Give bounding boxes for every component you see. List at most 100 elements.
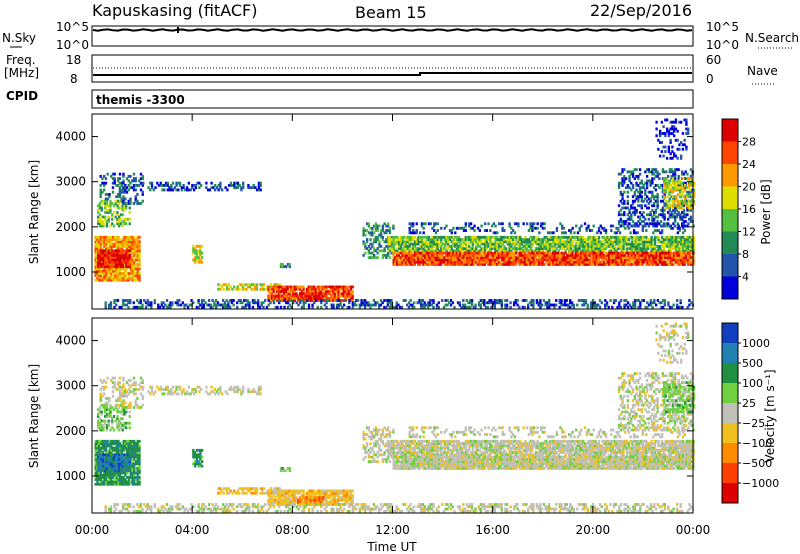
power-cell <box>639 258 643 262</box>
power-cell <box>527 260 530 264</box>
power-cell <box>199 251 202 255</box>
power-cell <box>599 251 602 255</box>
power-cell <box>426 247 429 251</box>
power-cell <box>431 238 434 241</box>
power-cell <box>376 301 379 305</box>
power-cell <box>116 249 119 253</box>
power-cell <box>111 222 114 226</box>
power-cell <box>346 294 349 298</box>
power-cell <box>415 222 418 226</box>
power-cell <box>227 301 230 305</box>
power-cell <box>98 260 102 264</box>
power-cell <box>510 235 513 239</box>
power-cell <box>434 260 437 264</box>
power-cell <box>583 247 587 251</box>
power-cell <box>651 260 655 264</box>
power-cell <box>668 186 671 190</box>
power-cell <box>651 215 654 219</box>
power-cell <box>596 231 599 235</box>
power-cell <box>193 260 197 264</box>
power-cell <box>647 217 651 221</box>
power-cell <box>469 238 473 241</box>
power-cell <box>433 238 436 241</box>
power-cell <box>611 262 614 266</box>
power-cell <box>109 251 112 255</box>
power-cell <box>131 262 134 266</box>
power-cell <box>401 262 404 266</box>
power-cell <box>668 204 671 208</box>
power-cell <box>627 238 630 241</box>
power-cell <box>659 247 662 251</box>
power-cell <box>497 299 500 302</box>
power-cell <box>363 303 367 307</box>
power-cell <box>485 251 488 255</box>
power-cell <box>692 188 696 192</box>
power-cell <box>200 260 204 264</box>
power-cell <box>276 294 279 298</box>
power-cell <box>105 240 108 244</box>
power-cell <box>532 303 535 307</box>
power-cell <box>580 249 583 253</box>
power-cell <box>583 301 586 305</box>
power-cell <box>318 285 321 289</box>
power-cell <box>390 305 393 309</box>
power-cell <box>631 195 635 199</box>
power-cell <box>543 253 546 257</box>
power-cell <box>587 262 590 266</box>
power-cell <box>123 220 126 223</box>
power-cell <box>578 244 581 248</box>
power-cell <box>562 262 565 266</box>
power-cell <box>662 251 665 255</box>
power-cell <box>476 240 480 244</box>
power-cell <box>119 206 123 210</box>
power-cell <box>520 262 523 266</box>
power-cell <box>485 244 489 248</box>
power-cell <box>616 253 620 257</box>
power-cell <box>98 256 102 260</box>
power-cell <box>632 253 635 257</box>
power-cell <box>129 269 132 273</box>
power-cell <box>111 177 115 181</box>
power-cell <box>105 224 109 228</box>
power-cell <box>464 224 467 228</box>
power-cell <box>419 238 422 241</box>
power-cell <box>550 238 553 241</box>
power-cell <box>608 251 611 255</box>
power-cell <box>127 299 130 302</box>
power-cell <box>245 283 248 287</box>
power-cell <box>474 260 478 264</box>
power-cell <box>485 247 489 251</box>
power-cell <box>657 260 660 264</box>
power-cell <box>307 290 310 293</box>
power-cell <box>684 215 687 219</box>
power-cell <box>632 242 636 246</box>
power-cell <box>102 251 105 255</box>
power-cell <box>94 244 97 248</box>
power-cell <box>209 303 213 307</box>
power-cell <box>682 206 685 210</box>
power-cell <box>685 192 689 196</box>
power-cell <box>124 238 127 241</box>
power-cell <box>396 260 399 264</box>
power-cell <box>667 251 671 255</box>
power-cell <box>646 305 649 309</box>
power-cell <box>624 206 628 210</box>
power-cell <box>552 260 555 264</box>
power-cell <box>431 242 434 246</box>
power-cell <box>107 251 110 255</box>
power-cell <box>99 188 102 192</box>
power-cell <box>619 190 622 194</box>
power-cell <box>676 247 680 251</box>
power-cell <box>521 299 525 302</box>
power-cell <box>595 260 599 264</box>
power-cell <box>621 168 624 172</box>
power-cell <box>545 249 548 253</box>
power-cell <box>450 260 453 264</box>
power-cell <box>125 206 128 210</box>
power-cell <box>613 244 616 248</box>
power-cell <box>619 217 622 221</box>
power-cell <box>592 249 595 253</box>
power-cell <box>502 262 506 266</box>
power-cell <box>592 244 595 248</box>
power-cell <box>480 260 483 264</box>
